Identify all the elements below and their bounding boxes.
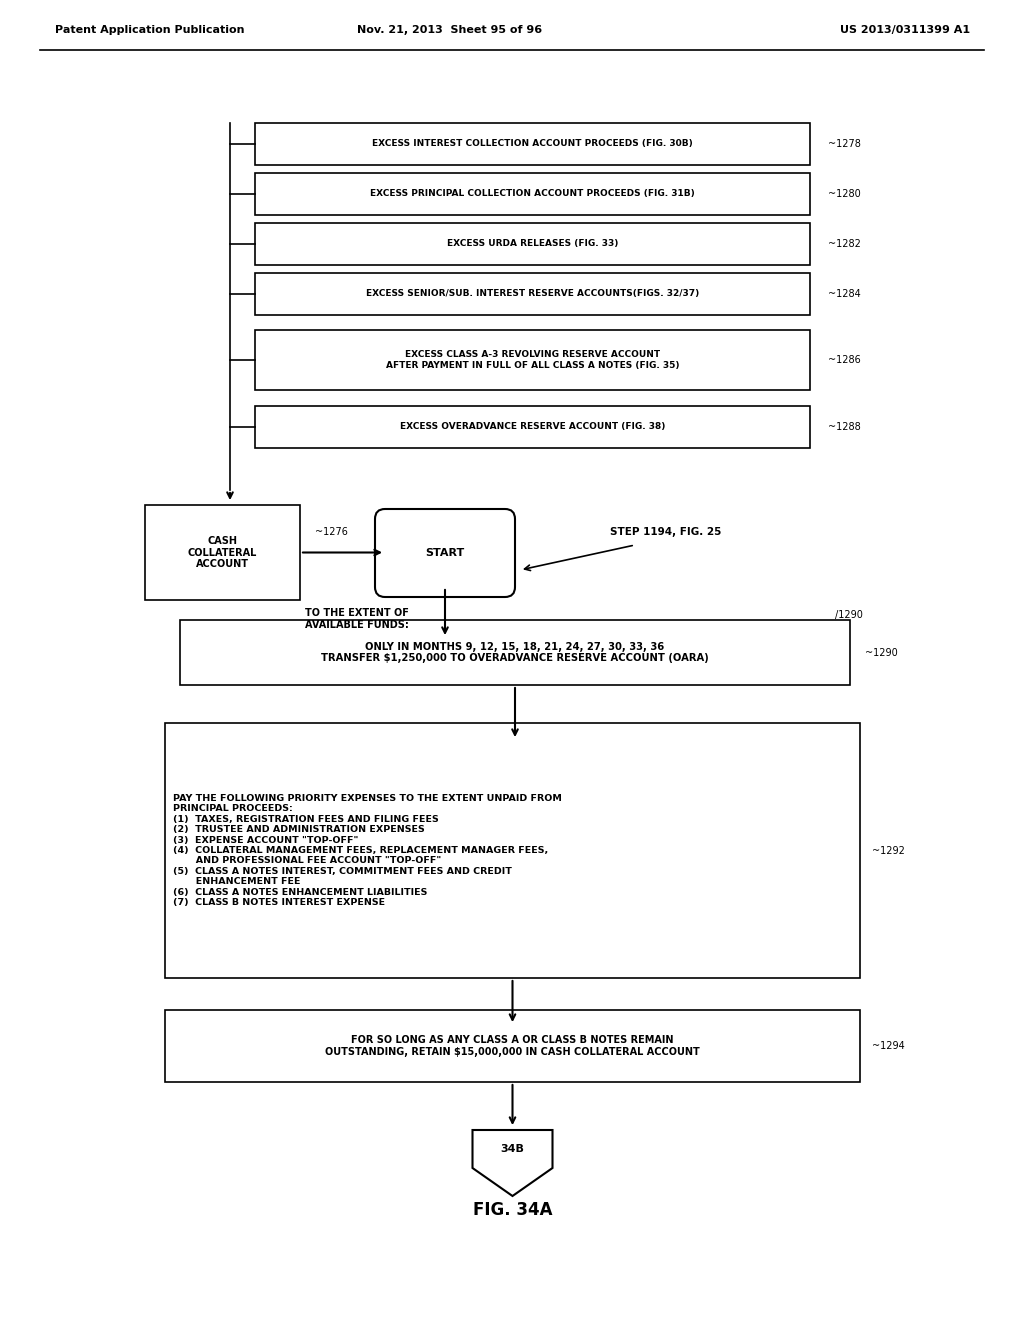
Text: EXCESS URDA RELEASES (FIG. 33): EXCESS URDA RELEASES (FIG. 33) — [446, 239, 618, 248]
Text: EXCESS CLASS A-3 REVOLVING RESERVE ACCOUNT
AFTER PAYMENT IN FULL OF ALL CLASS A : EXCESS CLASS A-3 REVOLVING RESERVE ACCOU… — [386, 350, 679, 370]
FancyBboxPatch shape — [165, 1010, 860, 1082]
FancyBboxPatch shape — [375, 510, 515, 597]
Text: EXCESS PRINCIPAL COLLECTION ACCOUNT PROCEEDS (FIG. 31B): EXCESS PRINCIPAL COLLECTION ACCOUNT PROC… — [370, 190, 695, 198]
Text: CASH
COLLATERAL
ACCOUNT: CASH COLLATERAL ACCOUNT — [187, 536, 257, 569]
Text: STEP 1194, FIG. 25: STEP 1194, FIG. 25 — [610, 527, 721, 537]
Text: PAY THE FOLLOWING PRIORITY EXPENSES TO THE EXTENT UNPAID FROM
PRINCIPAL PROCEEDS: PAY THE FOLLOWING PRIORITY EXPENSES TO T… — [173, 795, 562, 907]
FancyBboxPatch shape — [165, 723, 860, 978]
Text: 34B: 34B — [501, 1144, 524, 1154]
Text: ~1284: ~1284 — [828, 289, 861, 300]
Text: ~1276: ~1276 — [315, 527, 348, 537]
Text: Patent Application Publication: Patent Application Publication — [55, 25, 245, 36]
FancyBboxPatch shape — [145, 506, 300, 601]
Text: ~1280: ~1280 — [828, 189, 861, 199]
Text: START: START — [425, 548, 465, 558]
FancyBboxPatch shape — [255, 407, 810, 447]
Text: ~1292: ~1292 — [872, 846, 905, 855]
FancyBboxPatch shape — [255, 123, 810, 165]
Text: ~1278: ~1278 — [828, 139, 861, 149]
FancyBboxPatch shape — [255, 330, 810, 389]
Text: ~1282: ~1282 — [828, 239, 861, 249]
FancyBboxPatch shape — [255, 223, 810, 265]
Text: FIG. 34A: FIG. 34A — [473, 1201, 552, 1218]
Text: FOR SO LONG AS ANY CLASS A OR CLASS B NOTES REMAIN
OUTSTANDING, RETAIN $15,000,0: FOR SO LONG AS ANY CLASS A OR CLASS B NO… — [326, 1035, 699, 1057]
Text: EXCESS OVERADVANCE RESERVE ACCOUNT (FIG. 38): EXCESS OVERADVANCE RESERVE ACCOUNT (FIG.… — [399, 422, 666, 432]
Text: Nov. 21, 2013  Sheet 95 of 96: Nov. 21, 2013 Sheet 95 of 96 — [357, 25, 543, 36]
Text: US 2013/0311399 A1: US 2013/0311399 A1 — [840, 25, 970, 36]
FancyBboxPatch shape — [255, 273, 810, 315]
Text: TO THE EXTENT OF
AVAILABLE FUNDS:: TO THE EXTENT OF AVAILABLE FUNDS: — [305, 609, 409, 630]
Text: EXCESS SENIOR/SUB. INTEREST RESERVE ACCOUNTS(FIGS. 32/37): EXCESS SENIOR/SUB. INTEREST RESERVE ACCO… — [366, 289, 699, 298]
Text: ONLY IN MONTHS 9, 12, 15, 18, 21, 24, 27, 30, 33, 36
TRANSFER $1,250,000 TO OVER: ONLY IN MONTHS 9, 12, 15, 18, 21, 24, 27… — [322, 642, 709, 663]
Text: EXCESS INTEREST COLLECTION ACCOUNT PROCEEDS (FIG. 30B): EXCESS INTEREST COLLECTION ACCOUNT PROCE… — [372, 140, 693, 148]
Text: ~1288: ~1288 — [828, 422, 861, 432]
Text: ~1290: ~1290 — [865, 648, 898, 657]
Text: ~1286: ~1286 — [828, 355, 861, 366]
Text: ~1294: ~1294 — [872, 1041, 905, 1051]
Polygon shape — [472, 1130, 553, 1196]
FancyBboxPatch shape — [180, 620, 850, 685]
Text: /1290: /1290 — [835, 610, 863, 620]
FancyBboxPatch shape — [255, 173, 810, 215]
